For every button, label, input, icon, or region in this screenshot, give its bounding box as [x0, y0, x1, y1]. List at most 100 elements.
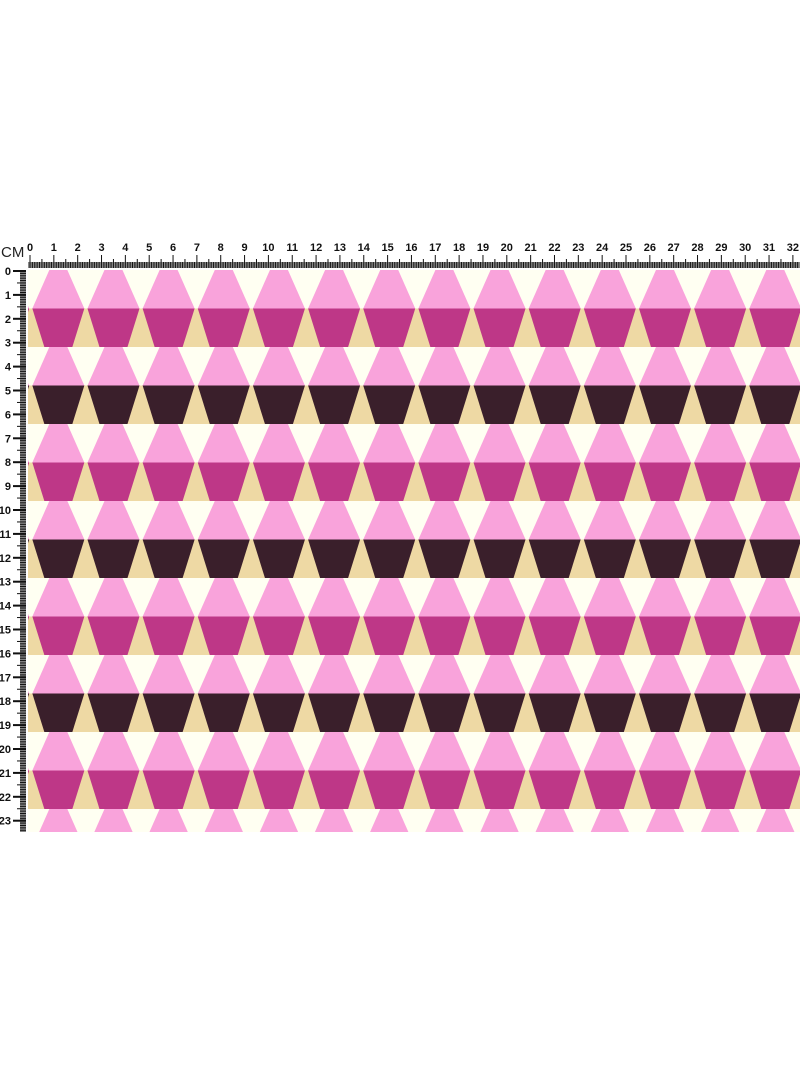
ruler-left-label: 15	[0, 625, 11, 637]
ruler-left-label: 19	[0, 720, 11, 732]
pattern-trapezoid-dark	[528, 693, 581, 732]
pattern-trapezoid-magenta	[583, 462, 636, 501]
pattern-trapezoid-magenta	[694, 616, 747, 655]
ruler-left-label: 6	[5, 409, 11, 421]
ruler-top-label: 28	[691, 242, 703, 254]
ruler-left-label: 23	[0, 816, 11, 828]
pattern-trapezoid-dark	[308, 385, 361, 424]
pattern-trapezoid-pink	[363, 501, 416, 540]
pattern-trapezoid-pink	[363, 655, 416, 694]
pattern-trapezoid-pink	[142, 270, 195, 309]
pattern-trapezoid-pink	[142, 347, 195, 386]
pattern-trapezoid-magenta	[583, 770, 636, 809]
pattern-trapezoid-magenta	[252, 770, 305, 809]
pattern-trapezoid-dark	[197, 385, 250, 424]
pattern-trapezoid-magenta	[583, 308, 636, 347]
pattern-trapezoid-magenta	[418, 308, 471, 347]
ruler-top-label: 11	[286, 242, 298, 254]
pattern-trapezoid-magenta	[32, 616, 85, 655]
pattern-trapezoid-magenta	[142, 462, 195, 501]
pattern-trapezoid-pink	[418, 732, 471, 771]
pattern-trapezoid-dark	[694, 539, 747, 578]
pattern-trapezoid-pink	[39, 809, 78, 832]
pattern-trapezoid-dark	[142, 539, 195, 578]
pattern-trapezoid-magenta	[28, 616, 30, 621]
ruler-left-label: 13	[0, 577, 11, 589]
pattern-trapezoid-pink	[756, 809, 795, 832]
ruler-top-label: 21	[525, 242, 537, 254]
pattern-trapezoid-pink	[418, 655, 471, 694]
pattern-trapezoid-dark	[583, 385, 636, 424]
pattern-trapezoid-pink	[308, 578, 361, 617]
pattern-trapezoid-pink	[473, 501, 526, 540]
pattern-trapezoid-pink	[28, 305, 30, 309]
ruler-unit-label: CM	[1, 244, 25, 261]
pattern-trapezoid-dark	[528, 385, 581, 424]
pattern-trapezoid-magenta	[528, 770, 581, 809]
pattern-trapezoid-dark	[28, 693, 30, 698]
pattern-trapezoid-dark	[363, 539, 416, 578]
pattern-trapezoid-pink	[314, 809, 354, 832]
ruler-left-label: 14	[0, 601, 12, 613]
pattern-trapezoid-pink	[308, 732, 361, 771]
ruler-left-label: 4	[5, 362, 12, 374]
pattern-trapezoid-pink	[142, 732, 195, 771]
pattern-trapezoid-pink	[418, 424, 471, 463]
pattern-trapezoid-dark	[473, 385, 526, 424]
pattern-trapezoid-pink	[694, 578, 747, 617]
pattern-trapezoid-magenta	[638, 616, 691, 655]
pattern-trapezoid-pink	[28, 382, 30, 386]
pattern-trapezoid-pink	[252, 732, 305, 771]
ruler-top-label: 7	[194, 242, 200, 254]
ruler-top-label: 6	[170, 242, 176, 254]
pattern-trapezoid-dark	[528, 539, 581, 578]
pattern-trapezoid-magenta	[473, 616, 526, 655]
pattern-trapezoid-pink	[308, 655, 361, 694]
pattern-trapezoid-pink	[32, 501, 85, 540]
pattern-trapezoid-magenta	[142, 308, 195, 347]
pattern-trapezoid-pink	[638, 578, 691, 617]
pattern-trapezoid-magenta	[583, 616, 636, 655]
pattern-trapezoid-dark	[197, 693, 250, 732]
pattern-trapezoid-dark	[418, 539, 471, 578]
pattern-trapezoid-dark	[308, 693, 361, 732]
pattern-trapezoid-pink	[252, 578, 305, 617]
ruler-left-label: 8	[5, 457, 11, 469]
pattern-trapezoid-magenta	[197, 616, 250, 655]
pattern-trapezoid-pink	[638, 270, 691, 309]
pattern-trapezoid-magenta	[473, 308, 526, 347]
pattern-trapezoid-dark	[308, 539, 361, 578]
ruler-top-label: 26	[644, 242, 656, 254]
pattern-trapezoid-pink	[197, 655, 250, 694]
pattern-trapezoid-pink	[32, 424, 85, 463]
pattern-trapezoid-pink	[590, 809, 629, 832]
pattern-trapezoid-pink	[528, 424, 581, 463]
pattern-trapezoid-pink	[528, 501, 581, 540]
ruler-top-label: 18	[453, 242, 465, 254]
pattern-trapezoid-pink	[535, 809, 574, 832]
pattern-trapezoid-pink	[87, 732, 140, 771]
pattern-trapezoid-magenta	[528, 462, 581, 501]
pattern-trapezoid-magenta	[363, 308, 416, 347]
pattern-trapezoid-pink	[308, 347, 361, 386]
pattern-trapezoid-dark	[473, 693, 526, 732]
pattern-trapezoid-magenta	[308, 308, 361, 347]
pattern-trapezoid-dark	[252, 539, 305, 578]
pattern-trapezoid-pink	[645, 809, 685, 832]
pattern-trapezoid-magenta	[638, 770, 691, 809]
pattern-trapezoid-dark	[32, 385, 85, 424]
pattern-trapezoid-magenta	[528, 308, 581, 347]
pattern-trapezoid-magenta	[87, 770, 140, 809]
pattern-trapezoid-pink	[425, 809, 464, 832]
pattern-trapezoid-dark	[32, 693, 85, 732]
fabric-pattern	[28, 270, 800, 832]
pattern-trapezoid-pink	[252, 424, 305, 463]
pattern-trapezoid-pink	[749, 732, 800, 771]
ruler-top-label: 20	[501, 242, 513, 254]
ruler-top-label: 5	[146, 242, 152, 254]
pattern-trapezoid-pink	[473, 270, 526, 309]
pattern-trapezoid-pink	[28, 767, 30, 771]
ruler-left-label: 11	[0, 529, 11, 541]
pattern-trapezoid-pink	[418, 578, 471, 617]
ruler-top-label: 32	[787, 242, 799, 254]
